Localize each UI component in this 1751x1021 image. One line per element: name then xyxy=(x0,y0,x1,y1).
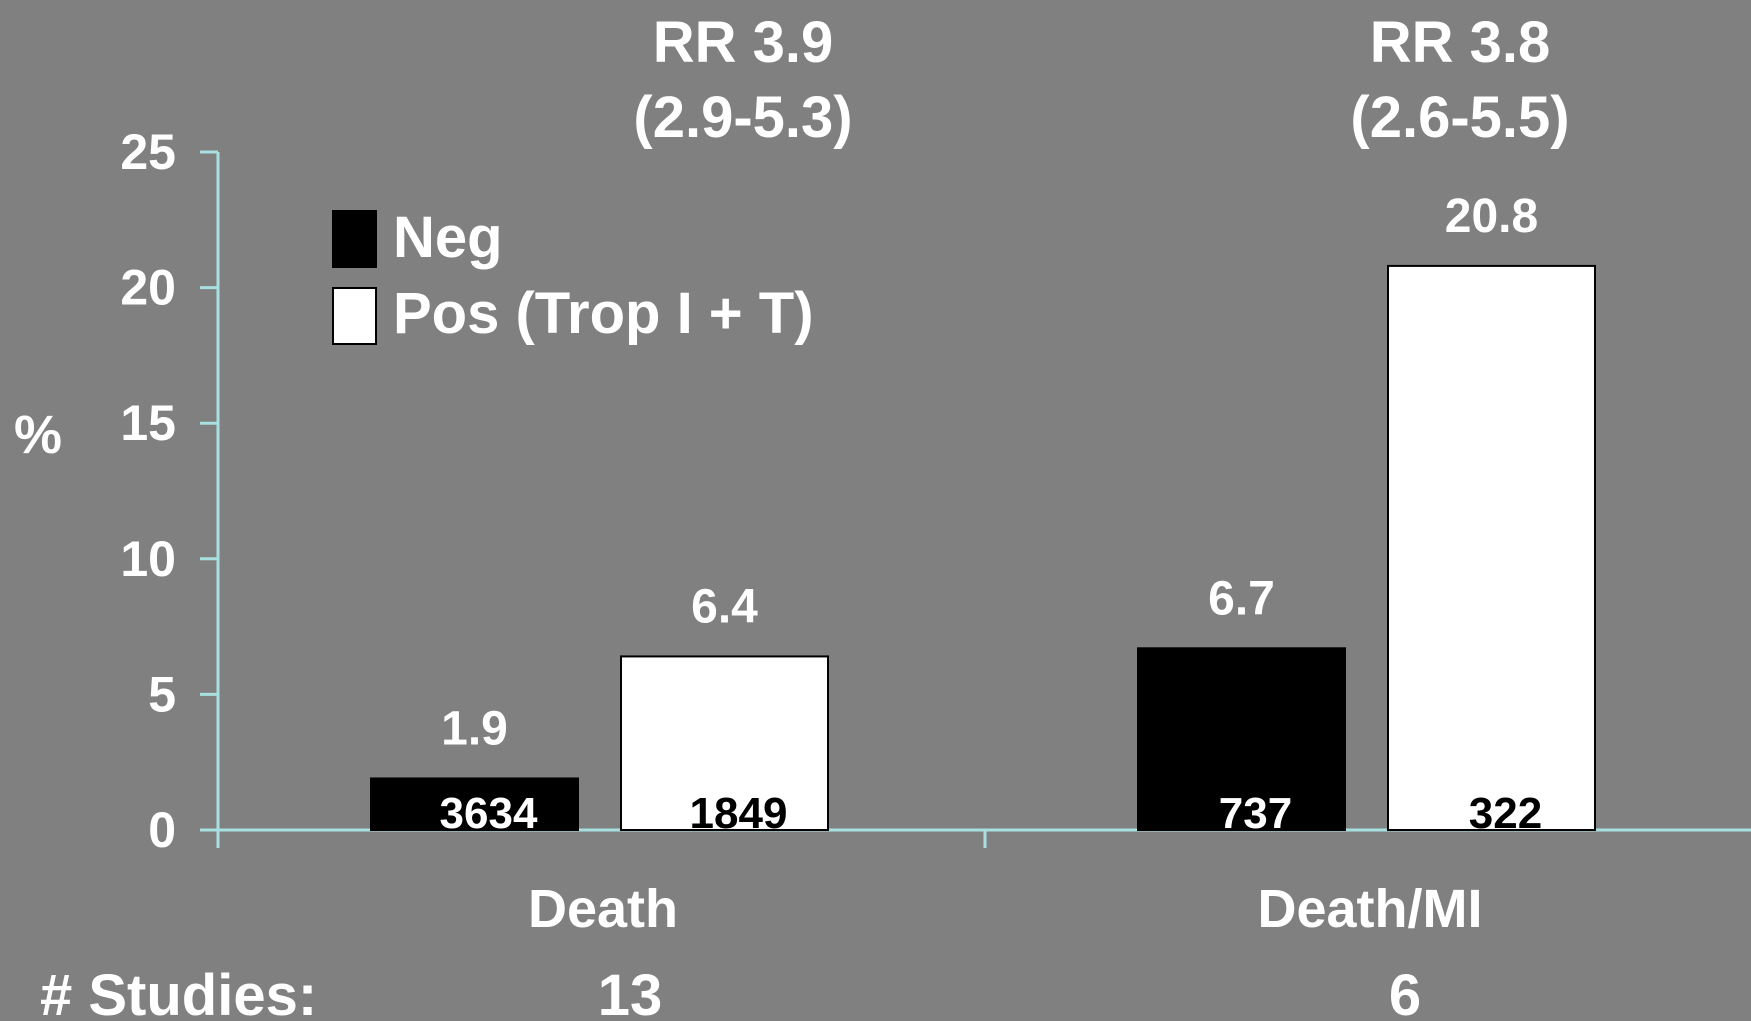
rr-ci-death-mi: (2.6-5.5) xyxy=(1350,85,1569,150)
data-label: 6.7 xyxy=(1208,572,1275,625)
bar-labels: 1.9 3634 6.7 737 6.4 1849 20.8 322 xyxy=(440,190,1543,838)
studies-count-death: 13 xyxy=(598,963,663,1021)
y-tick-label: 5 xyxy=(148,666,176,722)
y-axis-label: % xyxy=(14,405,62,465)
legend-label-neg: Neg xyxy=(393,205,503,270)
bar-neg-death-mi xyxy=(1137,647,1346,832)
y-tick-label: 25 xyxy=(120,124,176,180)
data-label: 6.4 xyxy=(691,580,758,633)
rr-annotations: RR 3.9 (2.9-5.3) RR 3.8 (2.6-5.5) xyxy=(633,10,1569,150)
studies-row: # Studies: 13 6 xyxy=(40,963,1421,1021)
y-ticks: 0 5 10 15 20 25 xyxy=(120,124,218,858)
studies-label: # Studies: xyxy=(40,963,317,1021)
rr-label-death: RR 3.9 xyxy=(653,10,834,75)
y-tick-label: 0 xyxy=(148,802,176,858)
data-label: 20.8 xyxy=(1445,190,1538,243)
category-label-death-mi: Death/MI xyxy=(1257,879,1482,939)
bar-pos-death-mi xyxy=(1387,264,1596,831)
legend: Neg Pos (Trop I + T) xyxy=(332,205,814,346)
data-label: 1.9 xyxy=(441,702,508,755)
category-label-death: Death xyxy=(528,879,678,939)
bar-pos-death xyxy=(620,655,829,831)
sample-size-label: 1849 xyxy=(690,789,788,838)
sample-size-label: 3634 xyxy=(440,789,538,838)
studies-count-death-mi: 6 xyxy=(1389,963,1421,1021)
y-tick-label: 15 xyxy=(120,395,176,451)
y-tick-label: 10 xyxy=(120,531,176,587)
legend-swatch-pos xyxy=(332,287,377,345)
rr-label-death-mi: RR 3.8 xyxy=(1370,10,1551,75)
rr-ci-death: (2.9-5.3) xyxy=(633,85,852,150)
bar-neg-death xyxy=(370,777,579,831)
legend-label-pos: Pos (Trop I + T) xyxy=(393,281,814,346)
sample-size-label: 737 xyxy=(1219,789,1292,838)
bars xyxy=(370,264,1596,832)
legend-swatch-neg xyxy=(332,210,377,268)
sample-size-label: 322 xyxy=(1469,789,1542,838)
y-tick-label: 20 xyxy=(120,260,176,316)
